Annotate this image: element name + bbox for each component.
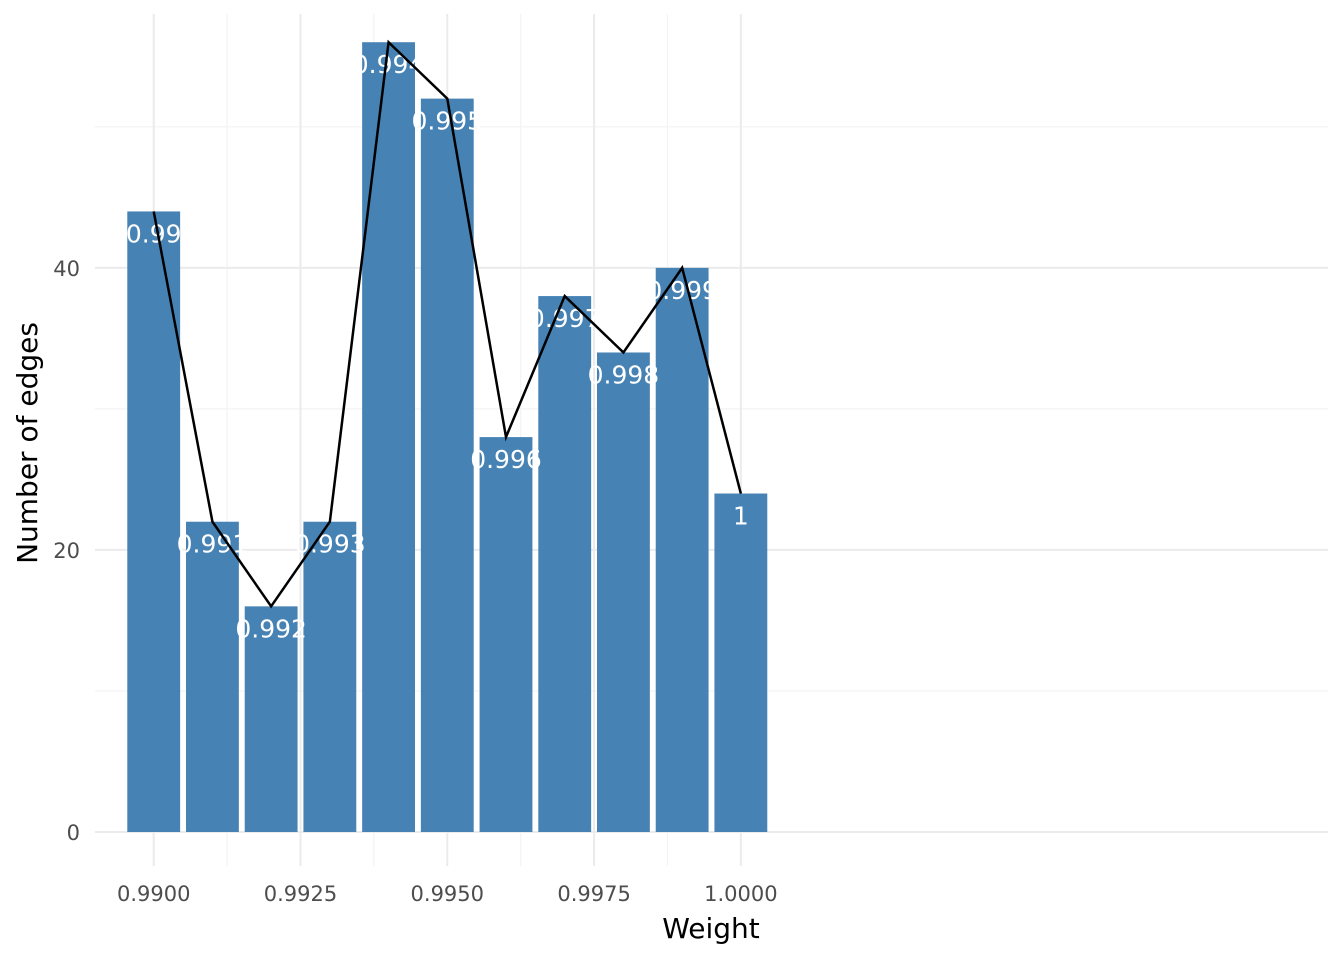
bar [244, 606, 298, 832]
bar-label: 1 [733, 502, 749, 531]
bar [597, 352, 650, 832]
bar-labels-layer: 0.990.9910.9920.9930.9940.9950.9960.9970… [126, 50, 749, 643]
bar [127, 211, 181, 833]
bar-label: 0.991 [177, 530, 249, 559]
y-tick-label: 40 [53, 257, 80, 281]
bar [420, 98, 474, 833]
bar [303, 521, 357, 832]
overlay-line-layer [152, 39, 743, 609]
bar [655, 267, 709, 832]
bar [714, 493, 768, 832]
x-tick-label: 0.9900 [117, 882, 190, 906]
bar-label: 0.993 [294, 530, 366, 559]
y-tick-label: 0 [67, 821, 80, 845]
ticks-layer: 0.9900 0.9925 0.9950 0.9975 1.0000 0 20 40 [53, 257, 777, 906]
bar-label: 0.998 [588, 360, 660, 389]
bar [186, 521, 239, 832]
bar-label: 0.992 [235, 614, 307, 643]
bar [479, 437, 533, 832]
x-tick-label: 0.9925 [264, 882, 337, 906]
y-tick-label: 20 [53, 539, 80, 563]
bar [362, 42, 415, 832]
x-tick-label: 1.0000 [704, 882, 777, 906]
bar-label: 0.996 [470, 445, 542, 474]
x-tick-label: 0.9950 [411, 882, 484, 906]
x-tick-label: 0.9975 [557, 882, 630, 906]
grid-layer [95, 14, 1328, 866]
x-axis-title: Weight [662, 912, 760, 945]
bars-layer [127, 42, 768, 833]
trend-line [152, 39, 743, 609]
bar-label: 0.999 [646, 276, 718, 305]
bar-label: 0.99 [126, 219, 182, 248]
bar [538, 296, 592, 832]
bar-label: 0.995 [411, 107, 483, 136]
y-axis-title: Number of edges [11, 322, 44, 564]
